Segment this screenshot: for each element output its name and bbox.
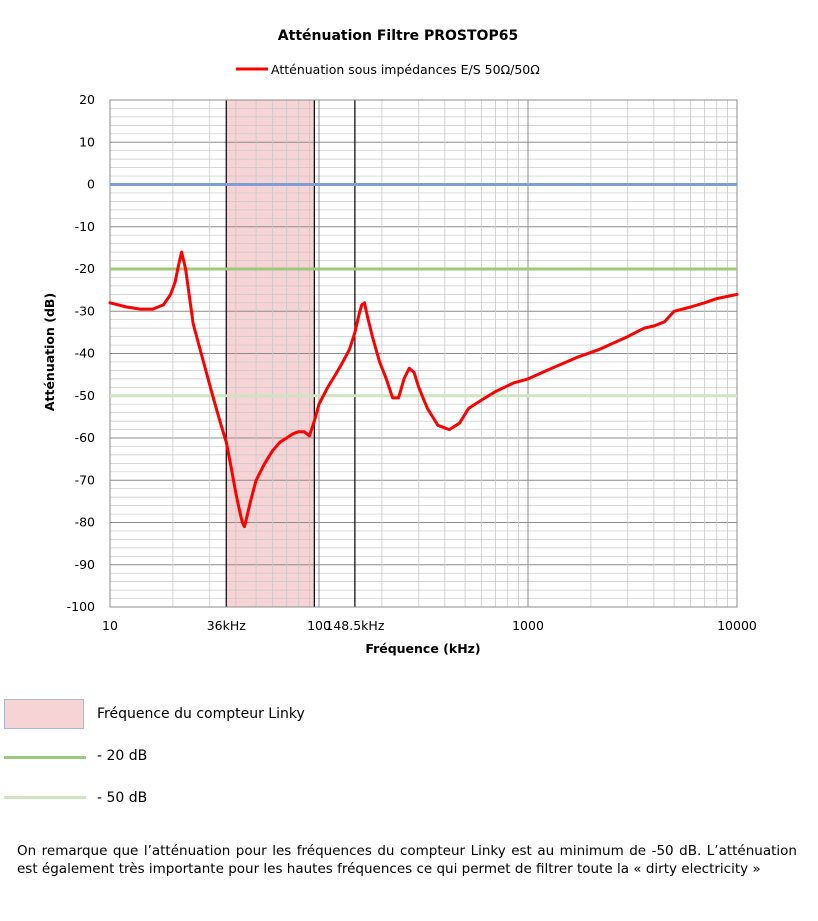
plot-border bbox=[109, 99, 738, 608]
key-linky-label: Fréquence du compteur Linky bbox=[97, 706, 305, 722]
attenuation-chart: Atténuation Filtre PROSTOP65 Atténuation… bbox=[42, 28, 757, 656]
y-tick-label: -50 bbox=[75, 388, 95, 403]
x-tick-label: 148.5kHz bbox=[325, 618, 384, 633]
x-axis-label: Fréquence (kHz) bbox=[365, 641, 480, 656]
y-tick-label: -100 bbox=[67, 599, 95, 614]
x-tick-label: 36kHz bbox=[207, 618, 247, 633]
linky-band-swatch bbox=[4, 699, 84, 729]
key-20db: - 20 dB bbox=[0, 746, 420, 786]
legend-label: Atténuation sous impédances E/S 50Ω/50Ω bbox=[271, 62, 540, 77]
y-tick-label: 10 bbox=[79, 134, 95, 149]
y-tick-label: -30 bbox=[75, 303, 95, 318]
key-50db-label: - 50 dB bbox=[97, 790, 148, 806]
y-tick-label: -20 bbox=[75, 261, 95, 276]
key-50db: - 50 dB bbox=[0, 787, 420, 827]
attenuation-series-line bbox=[108, 250, 739, 529]
y-tick-label: 20 bbox=[79, 92, 95, 107]
x-tick-label: 100 bbox=[307, 618, 331, 633]
x-tick-label: 10000 bbox=[717, 618, 757, 633]
key-20db-label: - 20 dB bbox=[97, 748, 148, 764]
note-paragraph: On remarque que l’atténuation pour les f… bbox=[17, 842, 797, 877]
y-tick-label: -90 bbox=[75, 557, 95, 572]
minus-20db-swatch bbox=[4, 756, 86, 759]
minus-50db-swatch bbox=[4, 796, 86, 799]
y-tick-label: -70 bbox=[75, 472, 95, 487]
y-axis-label: Atténuation (dB) bbox=[42, 293, 57, 411]
key-linky: Fréquence du compteur Linky bbox=[0, 699, 420, 739]
y-tick-label: -60 bbox=[75, 430, 95, 445]
y-tick-label: -10 bbox=[75, 219, 95, 234]
x-tick-label: 1000 bbox=[512, 618, 544, 633]
y-tick-label: -80 bbox=[75, 515, 95, 530]
y-tick-label: -40 bbox=[75, 346, 95, 361]
y-tick-label: 0 bbox=[87, 177, 95, 192]
chart-title: Atténuation Filtre PROSTOP65 bbox=[278, 28, 518, 44]
x-tick-label: 10 bbox=[102, 618, 118, 633]
